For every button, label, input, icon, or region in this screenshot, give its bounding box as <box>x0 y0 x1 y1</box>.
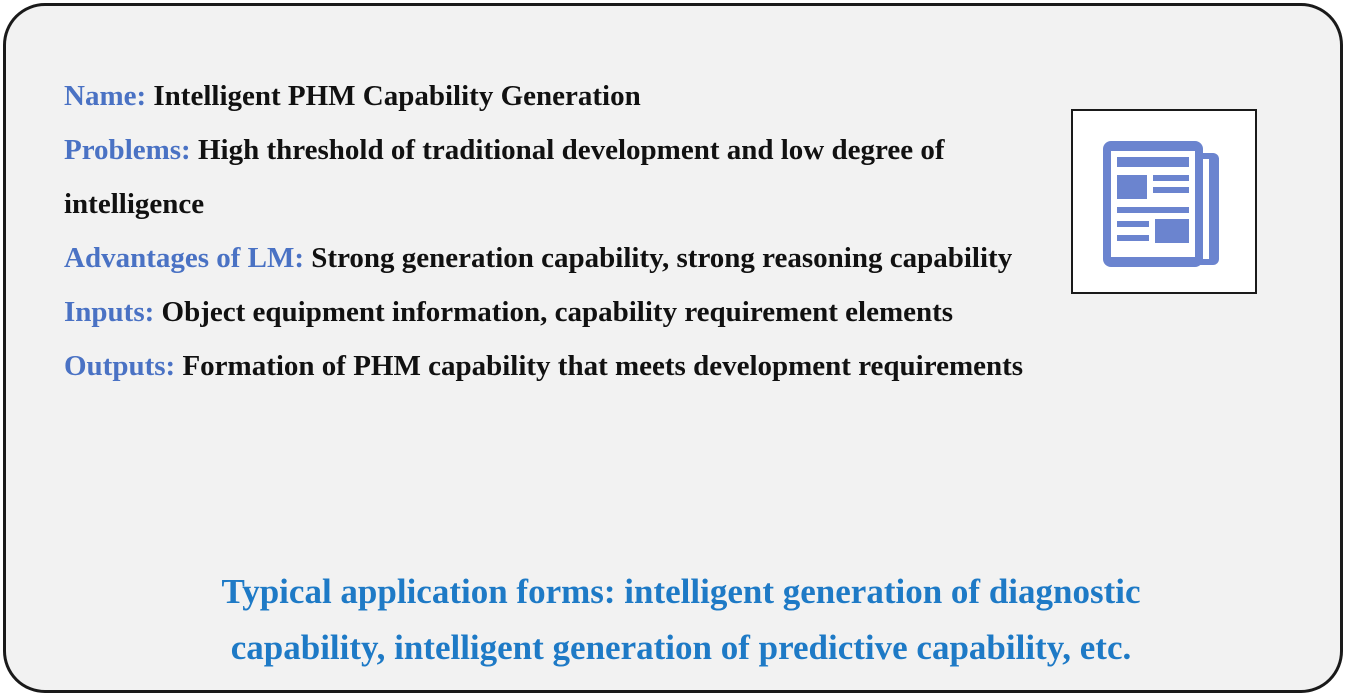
icon-frame <box>1071 109 1257 294</box>
field-advantages: Advantages of LM: Strong generation capa… <box>64 231 1064 285</box>
field-value: Formation of PHM capability that meets d… <box>182 350 1024 382</box>
field-label: Inputs: <box>64 296 155 328</box>
field-name: Name: Intelligent PHM Capability Generat… <box>64 69 1064 123</box>
field-list: Name: Intelligent PHM Capability Generat… <box>64 69 1064 393</box>
typical-application-forms: Typical application forms: intelligent g… <box>66 564 1296 676</box>
field-label: Name: <box>64 80 147 112</box>
field-label: Outputs: <box>64 350 176 382</box>
field-label: Problems: <box>64 134 191 166</box>
field-value: High threshold of traditional developmen… <box>64 134 945 220</box>
field-problems: Problems: High threshold of traditional … <box>64 123 1064 231</box>
field-label: Advantages of LM: <box>64 242 305 274</box>
field-value: Object equipment information, capability… <box>161 296 954 328</box>
field-inputs: Inputs: Object equipment information, ca… <box>64 285 1064 339</box>
field-value: Intelligent PHM Capability Generation <box>153 80 641 112</box>
application-card: Name: Intelligent PHM Capability Generat… <box>3 3 1343 693</box>
footer-line: Typical application forms: intelligent g… <box>221 572 1141 611</box>
newspaper-icon <box>1103 141 1219 267</box>
field-outputs: Outputs: Formation of PHM capability tha… <box>64 339 1064 393</box>
field-value: Strong generation capability, strong rea… <box>311 242 1013 274</box>
footer-line: capability, intelligent generation of pr… <box>230 628 1132 667</box>
